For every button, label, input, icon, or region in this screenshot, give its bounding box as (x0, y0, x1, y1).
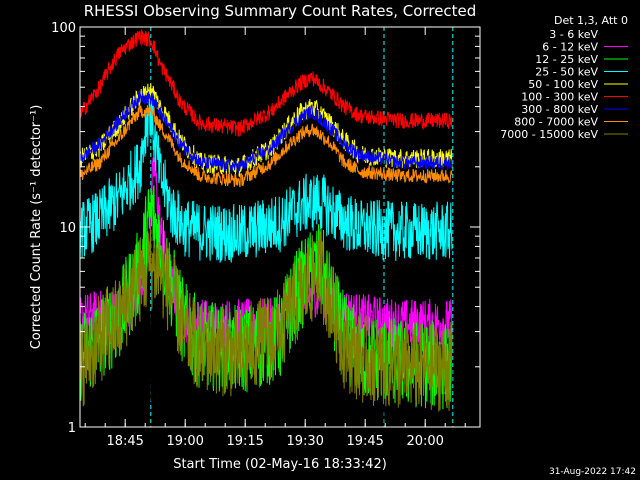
generation-timestamp: 31-Aug-2022 17:42 (549, 467, 636, 477)
x-tick-label: 20:00 (406, 434, 443, 449)
legend-label: 800 - 7000 keV (514, 116, 598, 129)
y-tick-label: 10 (59, 221, 76, 236)
y-axis-label: Corrected Count Rate (s⁻¹ detector⁻¹) (29, 105, 44, 350)
legend-title: Det 1,3, Att 0 (554, 14, 628, 27)
series-line-8 (79, 227, 453, 412)
y-tick-label: 100 (51, 21, 76, 36)
series-line-3 (79, 87, 453, 263)
x-tick-label: 18:45 (106, 434, 143, 449)
legend-label: 6 - 12 keV (542, 41, 598, 54)
legend-label: 3 - 6 keV (549, 28, 598, 41)
legend-label: 7000 - 15000 keV (500, 128, 598, 141)
x-tick-label: 19:15 (226, 434, 263, 449)
x-tick-label: 19:00 (166, 434, 203, 449)
chart-title: RHESSI Observing Summary Count Rates, Co… (84, 2, 477, 20)
legend-label: 25 - 50 keV (535, 66, 598, 79)
series-line-5 (79, 29, 453, 138)
x-tick-label: 19:30 (286, 434, 323, 449)
x-tick-label: 19:45 (346, 434, 383, 449)
y-tick-label: 1 (68, 421, 76, 436)
series-line-7 (79, 104, 453, 188)
series-line-6 (79, 90, 453, 174)
legend-label: 100 - 300 keV (521, 91, 598, 104)
legend-label: 50 - 100 keV (528, 78, 598, 91)
x-axis-label: Start Time (02-May-16 18:33:42) (173, 457, 387, 472)
axis-ticks: 18:45 19:00 19:15 19:30 19:45 20:00 1 10 100 (51, 21, 480, 449)
legend-label: 300 - 800 keV (521, 103, 598, 116)
legend-label: 12 - 25 keV (535, 53, 598, 66)
